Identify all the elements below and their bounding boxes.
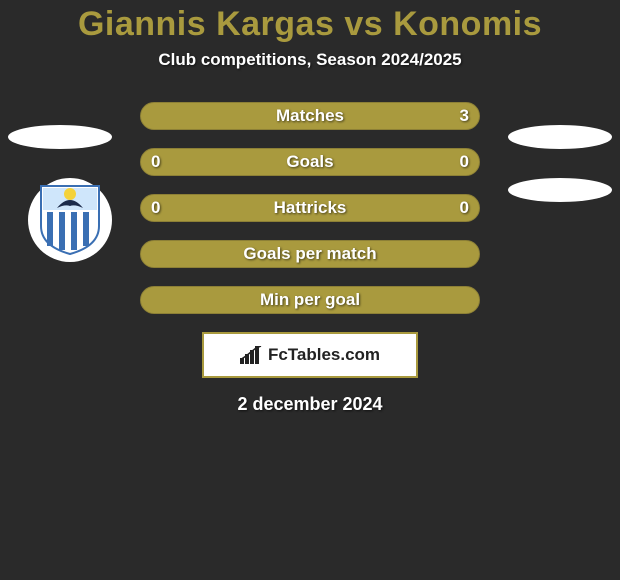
club-badge (28, 178, 112, 262)
stat-row: Hattricks 0 0 (140, 194, 480, 222)
stat-row: Goals per match (140, 240, 480, 268)
club-crest-icon (39, 184, 101, 256)
stat-label: Goals (286, 152, 333, 172)
comparison-subtitle: Club competitions, Season 2024/2025 (0, 50, 620, 70)
watermark-chart-icon (240, 346, 262, 364)
stat-value-left: 0 (151, 198, 160, 218)
comparison-card: Giannis Kargas vs Konomis Club competiti… (0, 0, 620, 415)
stat-label: Min per goal (260, 290, 360, 310)
stat-row: Matches 3 (140, 102, 480, 130)
stat-label: Hattricks (274, 198, 347, 218)
stat-row: Min per goal (140, 286, 480, 314)
stat-value-left: 0 (151, 152, 160, 172)
comparison-title: Giannis Kargas vs Konomis (0, 5, 620, 44)
stat-row: Goals 0 0 (140, 148, 480, 176)
comparison-date: 2 december 2024 (0, 394, 620, 415)
player-right-ellipse-1 (508, 125, 612, 149)
player-right-ellipse-2 (508, 178, 612, 202)
stat-value-right: 0 (460, 198, 469, 218)
stat-value-right: 3 (460, 106, 469, 126)
watermark-text: FcTables.com (268, 345, 380, 365)
player-left-ellipse (8, 125, 112, 149)
stat-label: Goals per match (243, 244, 376, 264)
stat-value-right: 0 (460, 152, 469, 172)
watermark: FcTables.com (202, 332, 418, 378)
stat-label: Matches (276, 106, 344, 126)
